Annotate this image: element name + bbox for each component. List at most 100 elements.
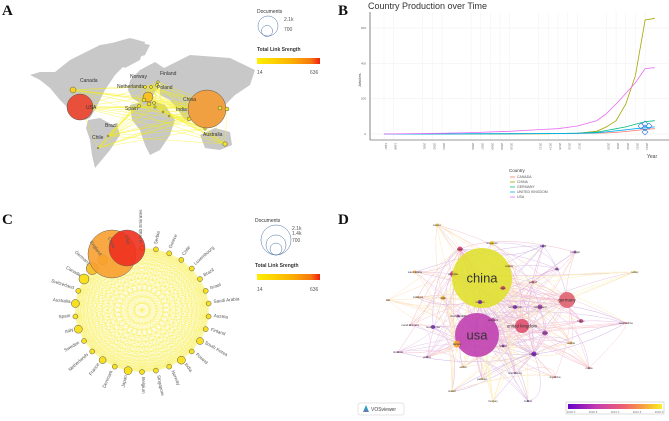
country-node bbox=[513, 305, 517, 309]
country-node bbox=[531, 351, 537, 357]
collaboration-link bbox=[75, 316, 170, 367]
panel-a-map: A Canada Norway Finland Netherlands Poland US… bbox=[0, 0, 335, 200]
country-label: spain bbox=[500, 286, 507, 290]
country-node bbox=[224, 106, 230, 112]
collaboration-link bbox=[83, 340, 170, 367]
collaboration-link bbox=[97, 128, 206, 149]
country-label: south korea bbox=[426, 325, 440, 329]
collaboration-link bbox=[75, 303, 170, 367]
country-node bbox=[559, 292, 575, 308]
collaboration-link bbox=[462, 306, 541, 368]
collaboration-link bbox=[102, 259, 115, 367]
legend-min: 14 bbox=[257, 287, 263, 293]
country-label: czech republic bbox=[450, 314, 467, 318]
country-node bbox=[413, 270, 417, 274]
panel-label: A bbox=[2, 3, 13, 19]
data-marker bbox=[641, 120, 649, 128]
collaboration-link bbox=[127, 249, 209, 317]
country-node bbox=[579, 319, 583, 323]
country-label: netherlands bbox=[508, 305, 522, 309]
collaboration-link bbox=[75, 303, 192, 352]
country-node bbox=[152, 101, 156, 105]
collaboration-link bbox=[426, 322, 627, 358]
collaboration-link bbox=[492, 345, 509, 402]
country-node bbox=[451, 390, 453, 392]
collaboration-link bbox=[92, 268, 157, 371]
collaboration-link bbox=[75, 290, 206, 304]
collaboration-link bbox=[83, 278, 129, 371]
country-node bbox=[515, 319, 529, 333]
collaboration-link bbox=[92, 268, 170, 367]
country-node bbox=[155, 83, 159, 87]
country-node bbox=[166, 363, 173, 370]
collaboration-link bbox=[83, 259, 182, 342]
x-tick-label: 2024 bbox=[645, 143, 649, 150]
collaboration-link bbox=[451, 353, 535, 392]
collaboration-link bbox=[102, 329, 206, 361]
country-node bbox=[478, 300, 482, 304]
country-label: Canada bbox=[80, 78, 98, 84]
collaboration-link bbox=[514, 306, 546, 334]
country-node bbox=[166, 250, 173, 257]
collaboration-link bbox=[414, 248, 461, 273]
country-label: pakistan bbox=[477, 377, 487, 381]
collaboration-link bbox=[78, 259, 182, 291]
collaboration-link bbox=[426, 251, 576, 358]
x-tick-label: 2010 bbox=[510, 143, 514, 150]
collaboration-link bbox=[78, 329, 182, 361]
collaboration-link bbox=[127, 249, 206, 330]
x-tick-label: 2022 bbox=[626, 143, 630, 150]
scale-tick-label: 2020.0 bbox=[567, 410, 576, 414]
collaboration-link bbox=[491, 242, 523, 327]
collaboration-link bbox=[157, 81, 164, 113]
country-node bbox=[137, 104, 141, 108]
legend-entry: CHINA bbox=[517, 180, 529, 184]
collaboration-link bbox=[75, 316, 156, 371]
x-tick-label: 2007 bbox=[481, 143, 485, 150]
country-label: Switzerland bbox=[51, 278, 76, 290]
collaboration-link bbox=[83, 278, 115, 367]
x-tick-label: 2008 bbox=[490, 143, 494, 150]
collaboration-link bbox=[78, 329, 143, 373]
country-label: serbia bbox=[459, 365, 467, 369]
x-tick-label: 2001 bbox=[423, 143, 427, 150]
collaboration-link bbox=[448, 248, 461, 275]
collaboration-link bbox=[107, 103, 150, 137]
panel-label: C bbox=[2, 212, 13, 228]
collaboration-link bbox=[78, 290, 192, 352]
country-node bbox=[490, 241, 494, 245]
country-node bbox=[633, 270, 637, 274]
country-node bbox=[177, 355, 186, 365]
collaboration-link bbox=[83, 303, 209, 342]
country-node bbox=[555, 267, 559, 271]
x-tick-label: 2023 bbox=[635, 143, 639, 150]
country-label: switzerland bbox=[534, 305, 548, 309]
collaboration-link bbox=[97, 86, 152, 149]
collaboration-link bbox=[387, 273, 454, 301]
collaboration-link bbox=[75, 316, 115, 367]
country-label: South Korea bbox=[204, 340, 229, 357]
country-node bbox=[143, 85, 147, 89]
collaboration-link bbox=[387, 299, 458, 345]
country-node bbox=[573, 250, 577, 254]
collaboration-link bbox=[162, 111, 190, 120]
collaboration-link bbox=[521, 268, 558, 327]
country-node bbox=[123, 366, 133, 375]
collaboration-link bbox=[181, 259, 209, 317]
collaboration-link bbox=[107, 106, 156, 137]
collaboration-link bbox=[169, 316, 209, 367]
country-node bbox=[501, 286, 505, 290]
country-label: sweden bbox=[476, 300, 485, 304]
country-label: usa bbox=[467, 328, 489, 343]
collaboration-link bbox=[492, 271, 636, 321]
collaboration-link bbox=[102, 278, 201, 361]
chart-title: Country Production over Time bbox=[368, 1, 487, 11]
y-axis-label: Articles bbox=[357, 73, 362, 86]
collaboration-link bbox=[107, 128, 206, 137]
country-node bbox=[202, 326, 209, 332]
collaboration-link bbox=[224, 108, 228, 145]
country-node bbox=[481, 378, 483, 380]
country-node bbox=[66, 93, 94, 121]
collaboration-link bbox=[83, 340, 192, 352]
collaboration-link bbox=[114, 316, 209, 367]
